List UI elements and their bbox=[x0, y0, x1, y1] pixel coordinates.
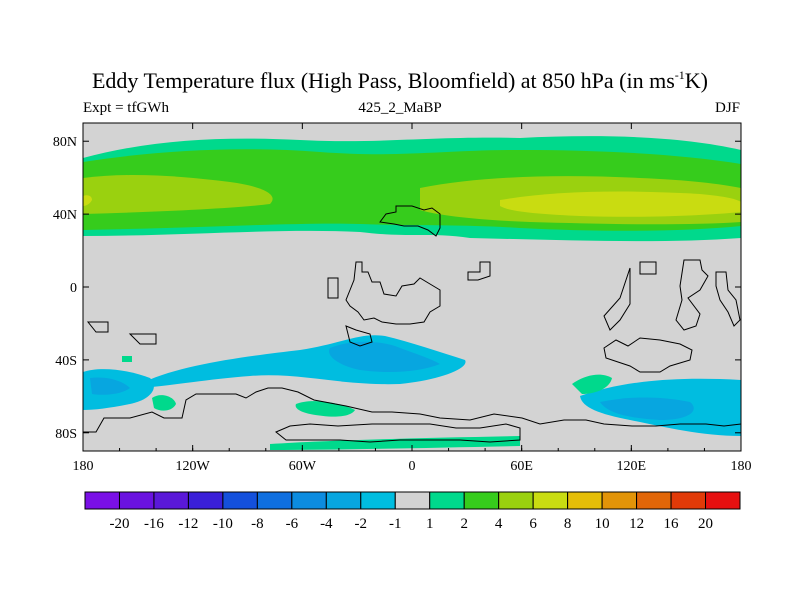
coastline-africa bbox=[345, 261, 441, 325]
colorbar-label: 6 bbox=[529, 516, 537, 532]
coastline-antarctic bbox=[83, 387, 741, 433]
colorbar-label: -1 bbox=[389, 516, 402, 532]
x-tick-label: 120W bbox=[176, 459, 211, 474]
contour-pos-6 bbox=[500, 191, 741, 217]
title-superscript: -1 bbox=[674, 68, 685, 82]
contour-pos-south-2 bbox=[152, 395, 176, 411]
y-tick-label: 40N bbox=[53, 208, 77, 223]
colorbar-box bbox=[394, 491, 431, 510]
x-tick-label: 60W bbox=[289, 459, 317, 474]
chart-subtitle: 425_2_MaBP bbox=[358, 100, 442, 116]
colorbar-label: -4 bbox=[320, 516, 333, 532]
coastline-oceania bbox=[603, 337, 693, 373]
title-main: Eddy Temperature flux (High Pass, Bloomf… bbox=[91, 68, 675, 93]
colorbar-boxes bbox=[84, 491, 741, 510]
colorbar-box bbox=[325, 491, 362, 510]
season-label: DJF bbox=[714, 100, 740, 116]
coastline-americas bbox=[327, 277, 373, 347]
colorbar-label: 8 bbox=[564, 516, 572, 532]
colorbar-labels: -20 -16 -12 -10 -8 -6 -4 -2 -1 1 2 4 6 8 10 12 16 20 bbox=[109, 516, 713, 532]
colorbar-box bbox=[532, 491, 569, 510]
colorbar-box bbox=[705, 491, 741, 510]
colorbar-label: 10 bbox=[595, 516, 610, 532]
colorbar-label: -8 bbox=[251, 516, 264, 532]
colorbar-label: 12 bbox=[629, 516, 644, 532]
y-tick-label: 80N bbox=[53, 135, 77, 150]
x-tick-label: 120E bbox=[617, 459, 647, 474]
colorbar-box bbox=[567, 491, 603, 510]
y-tick-label: 80S bbox=[55, 427, 77, 442]
colorbar-box bbox=[360, 491, 396, 510]
colorbar-label: 20 bbox=[698, 516, 713, 532]
contour-pos-6b bbox=[83, 195, 92, 206]
contour-neg-2-west bbox=[90, 377, 130, 395]
colorbar-box bbox=[153, 491, 189, 510]
colorbar-box bbox=[84, 491, 120, 510]
contour-neg-2-east bbox=[600, 397, 694, 420]
y-tick-label: 0 bbox=[70, 281, 77, 296]
colorbar-label: -2 bbox=[355, 516, 368, 532]
colorbar-box bbox=[256, 491, 293, 510]
coastline-antarctic-inner bbox=[275, 423, 521, 443]
colorbar-label: -12 bbox=[178, 516, 198, 532]
contour-neg-2-south-atlantic bbox=[329, 341, 440, 372]
colorbar-box bbox=[498, 491, 534, 510]
colorbar-box bbox=[222, 491, 258, 510]
contour-pos-south-3 bbox=[572, 374, 612, 394]
colorbar-box bbox=[429, 491, 465, 510]
colorbar-label: -20 bbox=[109, 516, 129, 532]
colorbar-label: -6 bbox=[286, 516, 299, 532]
experiment-label: Expt = tfGWh bbox=[83, 100, 169, 116]
contour-pos-south-5 bbox=[122, 356, 132, 362]
chart-title: Eddy Temperature flux (High Pass, Bloomf… bbox=[0, 68, 800, 94]
coastline-asia bbox=[467, 259, 709, 331]
x-tick-label: 0 bbox=[409, 459, 416, 474]
colorbar-box bbox=[601, 491, 638, 510]
colorbar-box bbox=[187, 491, 224, 510]
colorbar-label: 16 bbox=[664, 516, 680, 532]
colorbar-box bbox=[463, 491, 500, 510]
colorbar-box bbox=[670, 491, 707, 510]
colorbar-label: 1 bbox=[426, 516, 434, 532]
colorbar-box bbox=[636, 491, 672, 510]
x-tick-label: 60E bbox=[510, 459, 533, 474]
colorbar-label: -16 bbox=[144, 516, 164, 532]
colorbar-label: -10 bbox=[213, 516, 233, 532]
colorbar-box bbox=[118, 491, 155, 510]
x-tick-label: 180 bbox=[73, 459, 94, 474]
colorbar-box bbox=[291, 491, 327, 510]
axes: 180 120W 60W 0 60E 120E 180 80N 40N 0 40S 80S bbox=[53, 123, 752, 474]
colorbar-label: 2 bbox=[460, 516, 468, 532]
coastline-europe bbox=[379, 205, 441, 237]
field-contours bbox=[83, 136, 741, 450]
coastlines bbox=[83, 205, 741, 443]
y-tick-label: 40S bbox=[55, 354, 77, 369]
coastline-pacific-islands bbox=[86, 271, 741, 345]
title-end: K) bbox=[684, 68, 708, 93]
x-tick-label: 180 bbox=[731, 459, 752, 474]
contour-pos-4 bbox=[83, 175, 273, 214]
colorbar-label: 4 bbox=[495, 516, 503, 532]
